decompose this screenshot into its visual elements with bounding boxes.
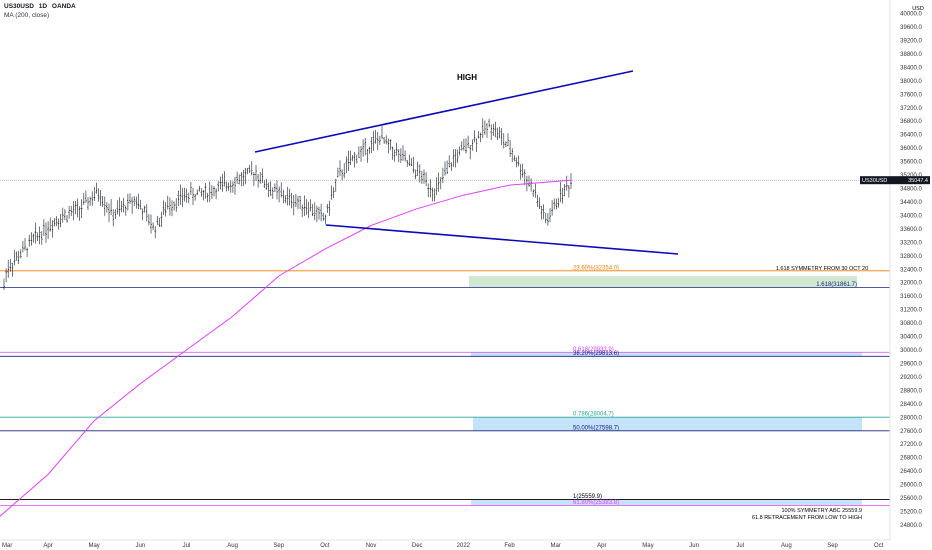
y-tick-label: 36000.0 — [900, 146, 922, 152]
y-tick-label: 38000.0 — [900, 79, 922, 85]
symmetry-abc-annotation: 100% SYMMETRY ABC 25559.9 — [781, 508, 862, 514]
zones — [469, 276, 862, 506]
x-tick-label: Nov — [366, 543, 377, 549]
y-tick-label: 31200.0 — [900, 308, 922, 314]
level-label: 38.20%(29813.6) — [573, 351, 619, 357]
y-tick-label: 34000.0 — [900, 213, 922, 219]
y-tick-label: 28400.0 — [900, 402, 922, 408]
y-tick-label: 37600.0 — [900, 92, 922, 98]
y-tick-label: 24800.0 — [900, 523, 922, 529]
high-annotation: HIGH — [457, 73, 477, 82]
x-tick-label: Mar — [2, 543, 12, 549]
trendlines — [254, 70, 679, 255]
level-label: 1(25559.9) — [573, 494, 602, 500]
fib-zone-50 — [473, 417, 862, 431]
ma-200-line[interactable] — [0, 179, 572, 517]
x-tick-label: Apr — [43, 543, 52, 549]
price-tag-symbol: US30USD — [862, 178, 887, 184]
ohlc-bars — [3, 118, 572, 290]
price-tag-bg — [860, 176, 930, 185]
x-tick-label: Sep — [827, 543, 838, 549]
y-tick-label: 28800.0 — [900, 388, 922, 394]
level-label: 50.00%(27598.7) — [573, 425, 619, 431]
interval-label[interactable]: 1D — [38, 3, 48, 10]
y-tick-label: 39200.0 — [900, 38, 922, 44]
x-tick-label: Feb — [504, 543, 515, 549]
y-tick-label: 25600.0 — [900, 496, 922, 502]
level-label: 23.60%(32354.0) — [573, 265, 619, 271]
y-tick-label: 36800.0 — [900, 119, 922, 125]
y-tick-label: 33600.0 — [900, 227, 922, 233]
x-tick-label: Apr — [597, 543, 606, 549]
y-tick-label: 26000.0 — [900, 483, 922, 489]
x-tick-label: Mar — [550, 543, 560, 549]
x-tick-label: Aug — [227, 543, 238, 549]
time-axis: Mar Apr May Jun Jul Aug Sep Oct Nov Dec 2022 Feb Mar… — [0, 539, 890, 549]
fib-zone-618 — [471, 499, 862, 506]
y-tick-label: 34800.0 — [900, 187, 922, 193]
symbol-label[interactable]: US30USD — [4, 3, 34, 10]
y-tick-label: 29200.0 — [900, 375, 922, 381]
y-tick-label: 32000.0 — [900, 281, 922, 287]
y-tick-label: 26800.0 — [900, 456, 922, 462]
indicator-legend[interactable]: MA (200, close) — [4, 12, 50, 19]
y-tick-label: 30400.0 — [900, 335, 922, 341]
fib-zone-38 — [471, 352, 862, 357]
x-tick-label: Jul — [183, 543, 191, 549]
level-lines: 23.60%(32354.0) 1.618(31861.7) 0.618(29933… — [0, 179, 890, 506]
level-label: 1.618(31861.7) — [816, 282, 857, 288]
level-label: 0.618(29933.9) — [573, 347, 614, 353]
y-tick-label: 40000.0 — [900, 12, 922, 18]
y-tick-label: 31600.0 — [900, 294, 922, 300]
x-tick-label: Sep — [273, 543, 284, 549]
lower-trendline[interactable] — [325, 224, 679, 255]
y-tick-label: 39600.0 — [900, 25, 922, 31]
y-tick-label: 34400.0 — [900, 200, 922, 206]
y-tick-label: 38400.0 — [900, 65, 922, 71]
x-tick-label: Oct — [874, 543, 884, 549]
y-tick-label: 35600.0 — [900, 160, 922, 166]
y-tick-label: 29600.0 — [900, 361, 922, 367]
y-tick-label: 36400.0 — [900, 133, 922, 139]
y-tick-label: 27600.0 — [900, 429, 922, 435]
price-tag-value: 35047.4 — [908, 178, 928, 184]
y-tick-label: 30800.0 — [900, 321, 922, 327]
y-tick-label: 37200.0 — [900, 106, 922, 112]
y-tick-label: 35200.0 — [900, 173, 922, 179]
broker-label: OANDA — [51, 3, 76, 10]
y-tick-label: 30000.0 — [900, 348, 922, 354]
y-tick-label: 32400.0 — [900, 267, 922, 273]
x-tick-label: Jun — [135, 543, 145, 549]
symmetry-zone-green — [469, 276, 857, 288]
x-tick-label: May — [88, 543, 99, 549]
x-tick-label: 2022 — [457, 543, 471, 549]
currency-label: USD — [912, 6, 924, 12]
y-tick-label: 27200.0 — [900, 442, 922, 448]
upper-trendline[interactable] — [254, 70, 634, 153]
y-tick-label: 26400.0 — [900, 469, 922, 475]
y-tick-label: 33200.0 — [900, 240, 922, 246]
price-axis: 24800.0 25200.0 25600.0 26000.0 26400.0 26800… — [860, 0, 930, 540]
level-label: 61.80%(25383.8) — [573, 500, 619, 506]
x-tick-label: Aug — [781, 543, 792, 549]
y-tick-label: 32800.0 — [900, 254, 922, 260]
x-tick-label: Oct — [320, 543, 330, 549]
x-tick-label: May — [642, 543, 653, 549]
symmetry-oct-annotation: 1.618 SYMMETRY FROM 30 OCT 20 — [776, 266, 868, 272]
y-tick-label: 25200.0 — [900, 510, 922, 516]
y-tick-label: 28000.0 — [900, 415, 922, 421]
retracement-annotation: 61.8 RETRACEMENT FROM LOW TO HIGH — [752, 515, 862, 521]
y-tick-label: 38800.0 — [900, 52, 922, 58]
moving-average — [0, 179, 572, 517]
chart-header: US30USD 1D OANDA — [4, 3, 79, 10]
x-tick-label: Jul — [736, 543, 744, 549]
x-tick-label: Jun — [689, 543, 699, 549]
level-label: 0.786(28004.7) — [573, 412, 614, 418]
x-tick-label: Dec — [412, 543, 423, 549]
